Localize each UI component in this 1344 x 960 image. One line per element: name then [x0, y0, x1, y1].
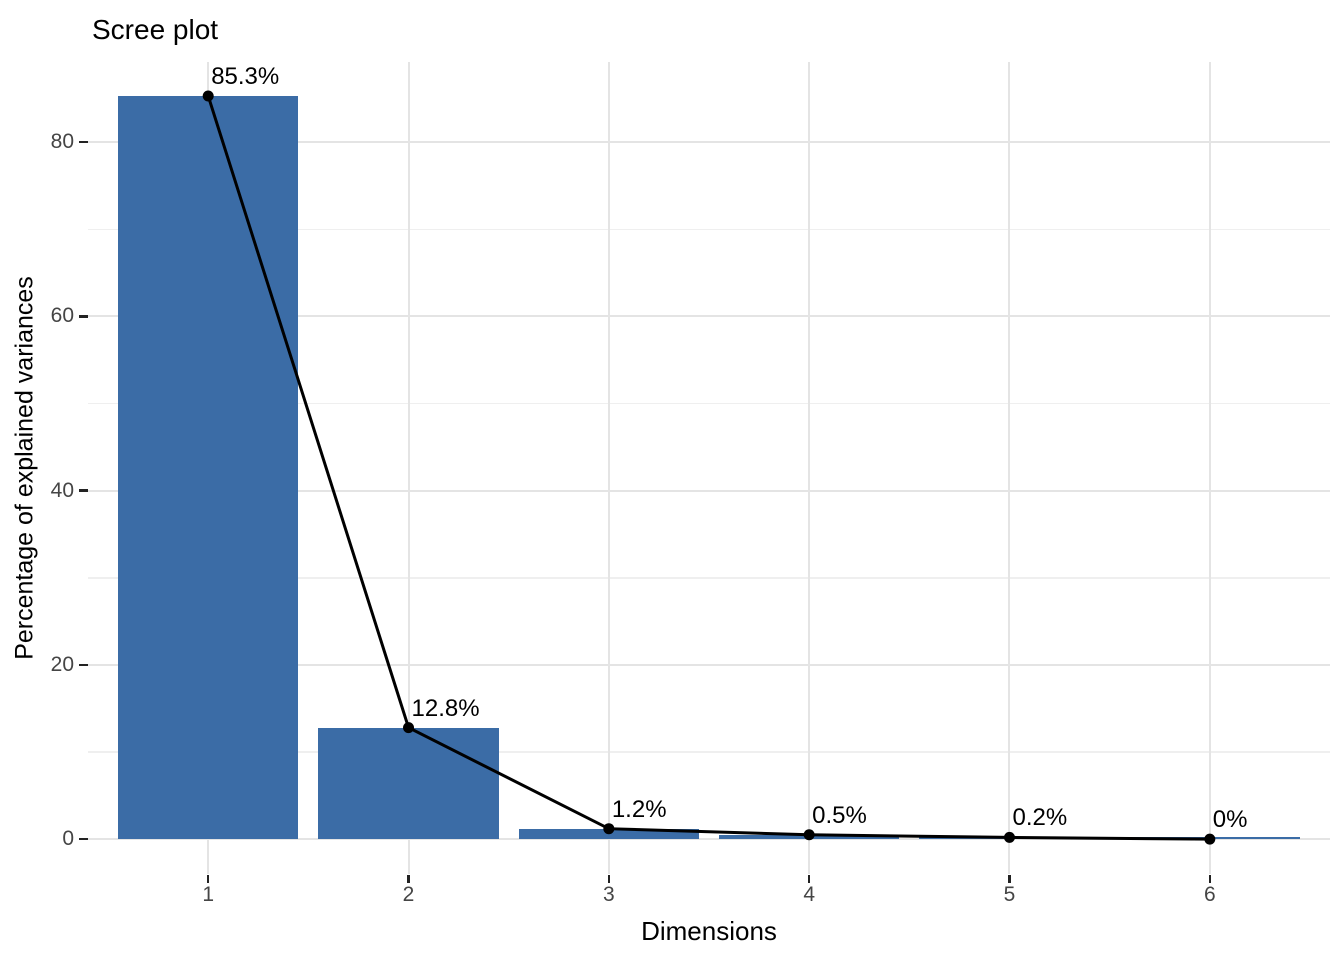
x-tick-label: 4 — [803, 883, 815, 906]
x-tick-mark — [1208, 875, 1212, 883]
chart-title: Scree plot — [92, 14, 219, 45]
x-tick-label: 3 — [602, 883, 615, 906]
gridline-major-vertical — [1208, 62, 1211, 874]
y-tick-label: 20 — [50, 652, 74, 676]
data-point-dimension-1 — [202, 90, 214, 102]
x-tick-mark — [1008, 875, 1011, 883]
x-tick-mark — [607, 875, 611, 883]
y-tick-label: 40 — [50, 478, 74, 502]
data-point-label: 0.5% — [812, 801, 867, 829]
gridline-major-horizontal — [88, 663, 1330, 666]
gridline-major-vertical — [808, 62, 811, 874]
data-point-dimension-2 — [403, 722, 415, 734]
x-tick-mark — [206, 875, 210, 883]
gridline-minor-horizontal — [88, 751, 1330, 753]
data-point-label: 85.3% — [211, 62, 280, 90]
data-point-label: 0.2% — [1012, 804, 1068, 832]
scree-line — [206, 95, 1210, 841]
y-tick-mark — [79, 315, 88, 318]
gridline-major-vertical — [607, 62, 610, 874]
y-tick-mark — [79, 663, 88, 667]
y-tick-mark — [79, 837, 88, 841]
data-point-dimension-5 — [1003, 831, 1015, 843]
data-point-label: 0% — [1212, 806, 1248, 834]
data-point-dimension-6 — [1204, 833, 1216, 845]
bar-dimension-2 — [318, 727, 499, 840]
y-tick-label: 80 — [50, 130, 74, 154]
x-tick-mark — [407, 875, 410, 883]
x-tick-label: 1 — [202, 883, 215, 906]
bar-dimension-1 — [118, 95, 299, 840]
gridline-minor-horizontal — [88, 228, 1330, 231]
data-point-label: 1.2% — [611, 795, 667, 823]
data-point-dimension-3 — [603, 823, 615, 835]
gridline-major-horizontal — [88, 489, 1330, 492]
gridline-major-vertical — [1008, 62, 1011, 874]
gridline-major-vertical — [407, 62, 410, 874]
gridline-major-horizontal — [88, 315, 1330, 318]
x-axis-title: Dimensions — [641, 916, 777, 946]
gridline-major-horizontal — [88, 838, 1330, 841]
y-tick-mark — [79, 489, 88, 492]
y-tick-label: 60 — [50, 304, 74, 328]
data-point-dimension-4 — [803, 829, 815, 841]
x-tick-mark — [807, 875, 811, 883]
gridline-minor-horizontal — [88, 402, 1330, 405]
gridline-major-horizontal — [88, 141, 1330, 144]
x-tick-label: 6 — [1203, 883, 1216, 906]
data-point-label: 12.8% — [411, 694, 480, 722]
y-tick-mark — [79, 140, 88, 144]
x-tick-label: 5 — [1003, 883, 1016, 906]
x-tick-label: 2 — [402, 883, 415, 906]
gridline-minor-horizontal — [88, 577, 1330, 579]
y-tick-label: 0 — [62, 827, 74, 851]
